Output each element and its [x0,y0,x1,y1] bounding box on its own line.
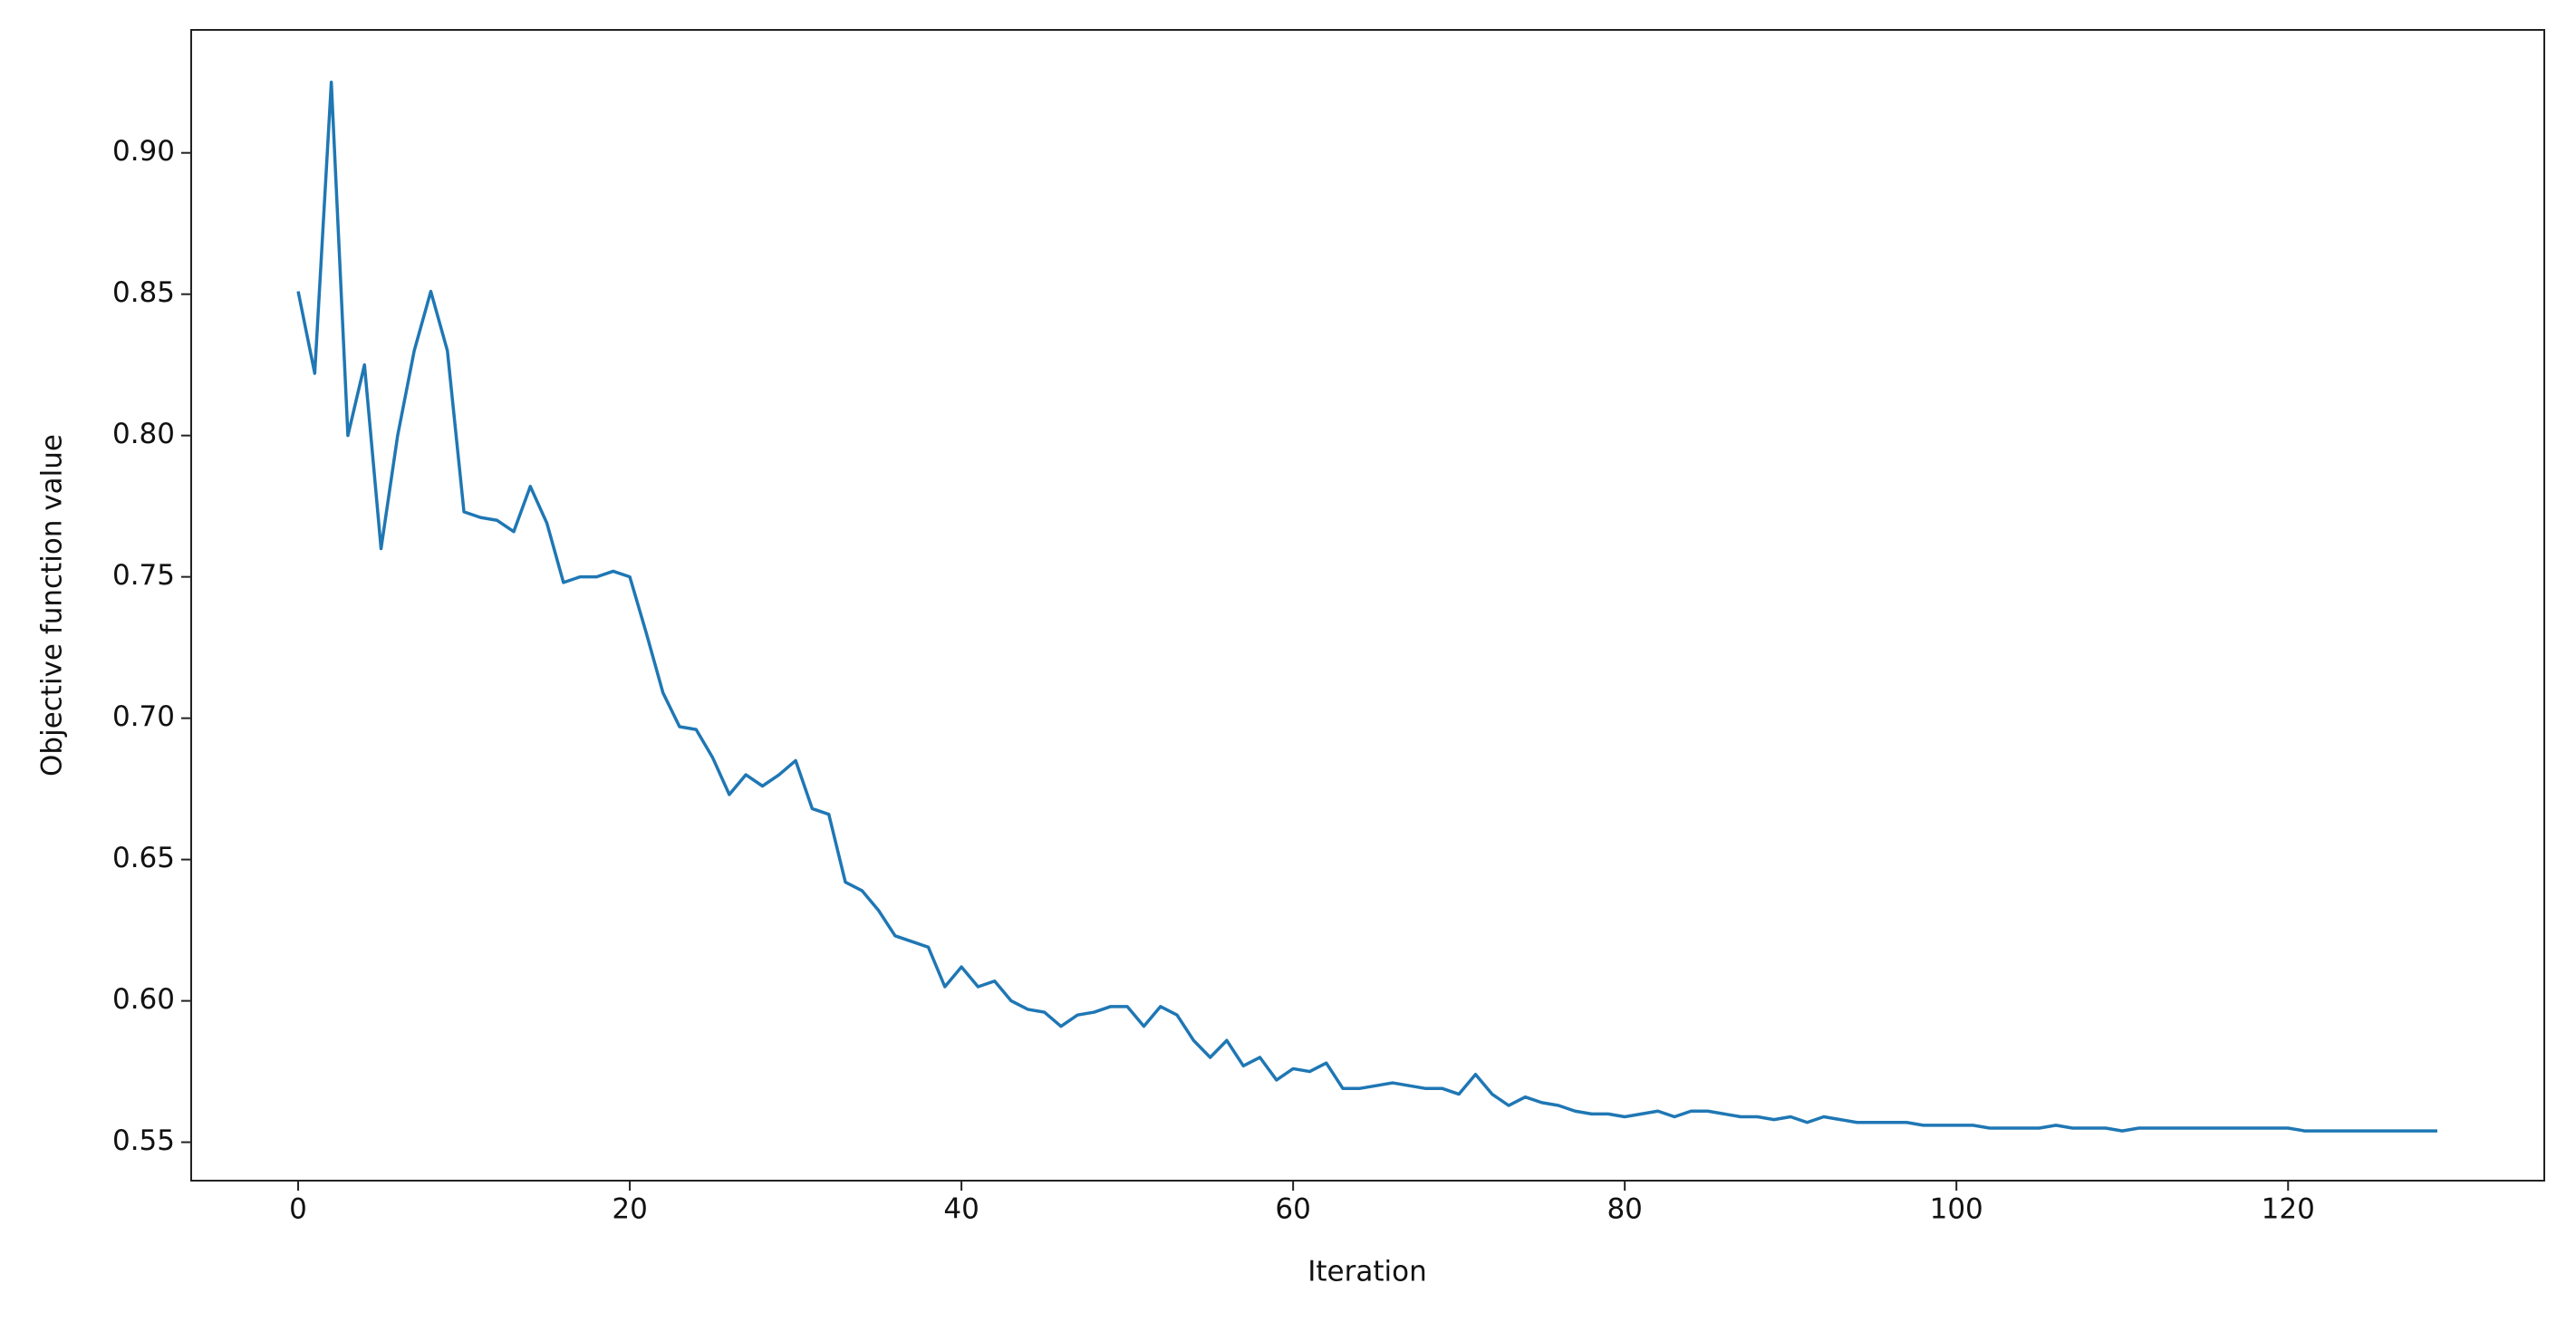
y-tick-label: 0.90 [112,135,175,168]
y-tick-label: 0.75 [112,559,175,592]
data-line [296,80,2437,1133]
y-axis-label: Objective function value [36,434,69,777]
y-tick-label: 0.70 [112,700,175,733]
x-tick-label: 40 [943,1193,979,1226]
plot-frame [190,29,2545,1182]
x-tick-label: 0 [289,1193,307,1226]
y-tick-label: 0.60 [112,983,175,1016]
x-tick-label: 20 [612,1193,647,1226]
y-tick-label: 0.65 [112,842,175,874]
y-tick-label: 0.80 [112,418,175,450]
x-tick-label: 80 [1606,1193,1642,1226]
x-tick-label: 60 [1275,1193,1310,1226]
y-tick-label: 0.55 [112,1124,175,1157]
x-tick-label: 120 [2262,1193,2315,1226]
y-tick-label: 0.85 [112,276,175,309]
x-tick-label: 100 [1930,1193,1983,1226]
x-axis-label: Iteration [1307,1256,1427,1288]
